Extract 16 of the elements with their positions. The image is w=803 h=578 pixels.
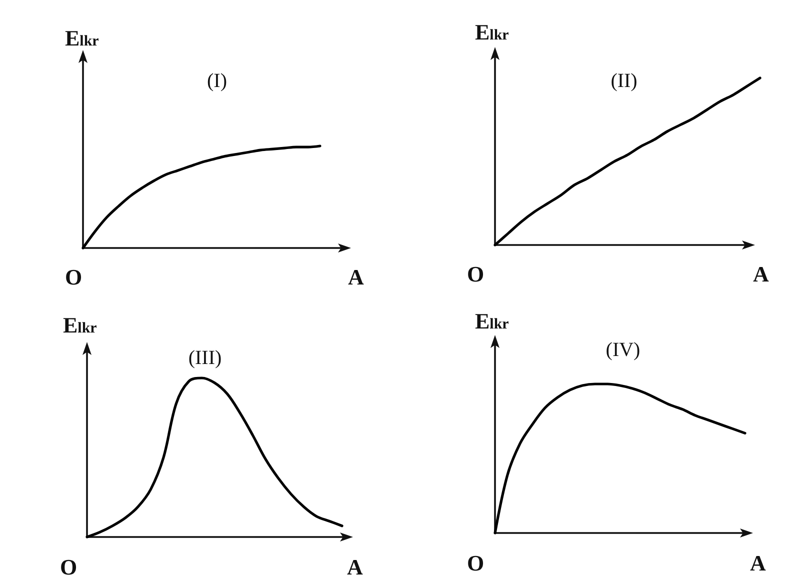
y-axis-title: Elkr <box>63 312 98 338</box>
text: O <box>60 554 78 578</box>
chart-title: (I) <box>207 70 227 92</box>
y-axis-title: Elkr <box>65 26 100 50</box>
chart-title: (II) <box>610 70 638 92</box>
chart-title: (III) <box>188 347 222 369</box>
chart-title: (IV) <box>606 339 640 361</box>
text: O <box>467 262 484 286</box>
y-axis-title: Elkr <box>475 20 510 44</box>
x-axis-title: A <box>347 554 363 578</box>
y-axis-title: Elkr <box>475 308 510 334</box>
text: O <box>467 550 484 576</box>
text: O <box>65 264 82 290</box>
x-axis-title: A <box>348 264 364 290</box>
x-axis-title: A <box>750 550 766 576</box>
x-axis-title: A <box>753 262 769 286</box>
